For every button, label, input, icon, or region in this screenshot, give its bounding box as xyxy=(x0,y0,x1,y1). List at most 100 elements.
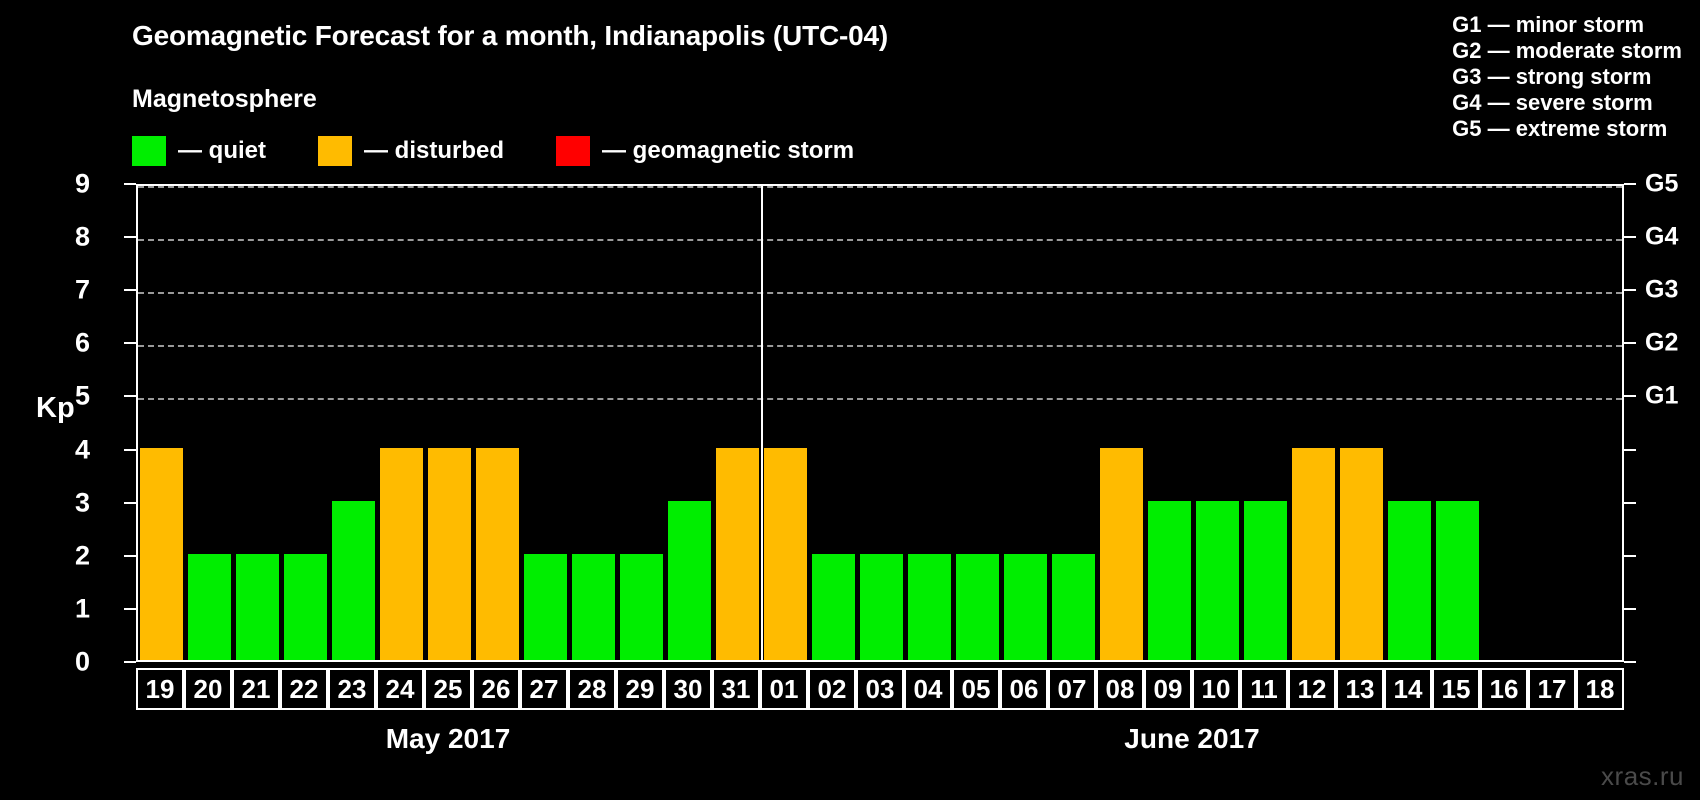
bar-day-19 xyxy=(140,447,183,660)
month-divider-line xyxy=(761,186,763,660)
y-tick-mark-7 xyxy=(124,289,136,292)
y-tick-label-7: 7 xyxy=(74,274,90,305)
legend-swatch-geomagnetic-storm xyxy=(556,136,591,166)
day-label-15: 15 xyxy=(1432,668,1480,710)
month-label-may-2017: May 2017 xyxy=(385,723,511,754)
legend-entry-disturbed: — disturbed xyxy=(318,136,556,166)
legend-entry-geomagnetic-storm: — geomagnetic storm xyxy=(556,136,906,166)
day-label-26: 26 xyxy=(472,668,520,710)
bars-layer xyxy=(138,186,1622,660)
bar-day-27 xyxy=(524,553,567,660)
bar-day-03 xyxy=(860,553,903,660)
g-tick-label-G5: G5 xyxy=(1645,169,1679,198)
bar-day-23 xyxy=(332,500,375,660)
g-tick-label-G3: G3 xyxy=(1645,275,1679,304)
bar-day-09 xyxy=(1148,500,1191,660)
y-axis-title: Kp xyxy=(36,392,75,424)
day-label-04: 04 xyxy=(904,668,952,710)
day-label-20: 20 xyxy=(184,668,232,710)
day-label-11: 11 xyxy=(1240,668,1288,710)
day-label-16: 16 xyxy=(1480,668,1528,710)
bar-day-29 xyxy=(620,553,663,660)
bar-day-10 xyxy=(1196,500,1239,660)
gscale-legend-line-5: G5 — extreme storm xyxy=(1452,116,1668,141)
y-tick-mark-1 xyxy=(124,607,136,610)
day-label-07: 07 xyxy=(1048,668,1096,710)
y-tick-mark-8 xyxy=(124,236,136,239)
g-tick-mark-2 xyxy=(1624,554,1636,557)
bar-day-04 xyxy=(908,553,951,660)
day-label-17: 17 xyxy=(1528,668,1576,710)
y-tick-mark-9 xyxy=(124,183,136,185)
gscale-legend-line-1: G1 — minor storm xyxy=(1452,12,1645,37)
legend-label-disturbed: — disturbed xyxy=(364,137,505,164)
bar-day-11 xyxy=(1244,500,1287,660)
gridline-kp-6 xyxy=(138,345,1622,348)
y-tick-mark-2 xyxy=(124,554,136,557)
legend-entry-quiet: — quiet xyxy=(132,136,318,166)
day-label-10: 10 xyxy=(1192,668,1240,710)
y-tick-label-9: 9 xyxy=(74,168,90,199)
day-label-23: 23 xyxy=(328,668,376,710)
g-tick-mark-9 xyxy=(1624,183,1636,185)
g-tick-mark-4 xyxy=(1624,448,1636,451)
g-tick-label-G1: G1 xyxy=(1645,381,1679,410)
bar-day-28 xyxy=(572,553,615,660)
day-label-05: 05 xyxy=(952,668,1000,710)
bar-day-20 xyxy=(188,553,231,660)
bar-day-01 xyxy=(764,447,807,660)
gridline-kp-8 xyxy=(138,239,1622,242)
legend-swatch-quiet xyxy=(132,136,166,166)
gridline-kp-9 xyxy=(138,186,1622,188)
day-label-27: 27 xyxy=(520,668,568,710)
gscale-legend: G1 — minor storm G2 — moderate storm G3 — … xyxy=(1452,12,1682,142)
y-tick-mark-0 xyxy=(124,661,136,663)
bar-day-15 xyxy=(1436,500,1479,660)
day-label-28: 28 xyxy=(568,668,616,710)
legend-label-quiet: — quiet xyxy=(178,137,266,164)
bar-day-26 xyxy=(476,447,519,660)
plot-area xyxy=(136,184,1624,662)
y-tick-label-6: 6 xyxy=(74,327,90,358)
bar-day-22 xyxy=(284,553,327,660)
y-tick-mark-5 xyxy=(124,395,136,398)
g-tick-mark-3 xyxy=(1624,501,1636,504)
g-tick-mark-7 xyxy=(1624,289,1636,292)
day-label-13: 13 xyxy=(1336,668,1384,710)
month-label-june-2017: June 2017 xyxy=(1124,723,1260,754)
y-tick-label-2: 2 xyxy=(74,540,90,571)
bar-day-25 xyxy=(428,447,471,660)
y-tick-label-3: 3 xyxy=(74,487,90,518)
page-title: Geomagnetic Forecast for a month, Indian… xyxy=(132,20,888,51)
day-label-25: 25 xyxy=(424,668,472,710)
day-label-29: 29 xyxy=(616,668,664,710)
g-tick-label-G2: G2 xyxy=(1645,328,1679,357)
y-tick-label-1: 1 xyxy=(74,593,90,624)
y-tick-mark-3 xyxy=(124,501,136,504)
day-label-12: 12 xyxy=(1288,668,1336,710)
g-tick-mark-0 xyxy=(1624,661,1636,663)
bar-day-24 xyxy=(380,447,423,660)
bar-day-02 xyxy=(812,553,855,660)
gscale-legend-line-4: G4 — severe storm xyxy=(1452,90,1653,115)
g-tick-label-G4: G4 xyxy=(1645,222,1679,251)
legend-heading: Magnetosphere xyxy=(132,85,317,113)
legend-label-geomagnetic-storm: — geomagnetic storm xyxy=(602,137,855,164)
bar-day-08 xyxy=(1100,447,1143,660)
day-axis: 19 20 21 22 23 24 25 26 27 28 29 30 31 01 02 03 04 05 06 07… xyxy=(136,668,1624,710)
day-label-30: 30 xyxy=(664,668,712,710)
magnetosphere-legend: — quiet — disturbed — geomagnetic storm xyxy=(132,134,906,168)
day-label-31: 31 xyxy=(712,668,760,710)
plot-inner xyxy=(138,186,1622,660)
day-label-08: 08 xyxy=(1096,668,1144,710)
day-label-03: 03 xyxy=(856,668,904,710)
y-tick-mark-4 xyxy=(124,448,136,451)
g-tick-mark-8 xyxy=(1624,236,1636,239)
day-label-19: 19 xyxy=(136,668,184,710)
bar-day-21 xyxy=(236,553,279,660)
bar-day-05 xyxy=(956,553,999,660)
bar-day-14 xyxy=(1388,500,1431,660)
day-label-14: 14 xyxy=(1384,668,1432,710)
day-label-21: 21 xyxy=(232,668,280,710)
gscale-legend-line-2: G2 — moderate storm xyxy=(1452,38,1682,63)
